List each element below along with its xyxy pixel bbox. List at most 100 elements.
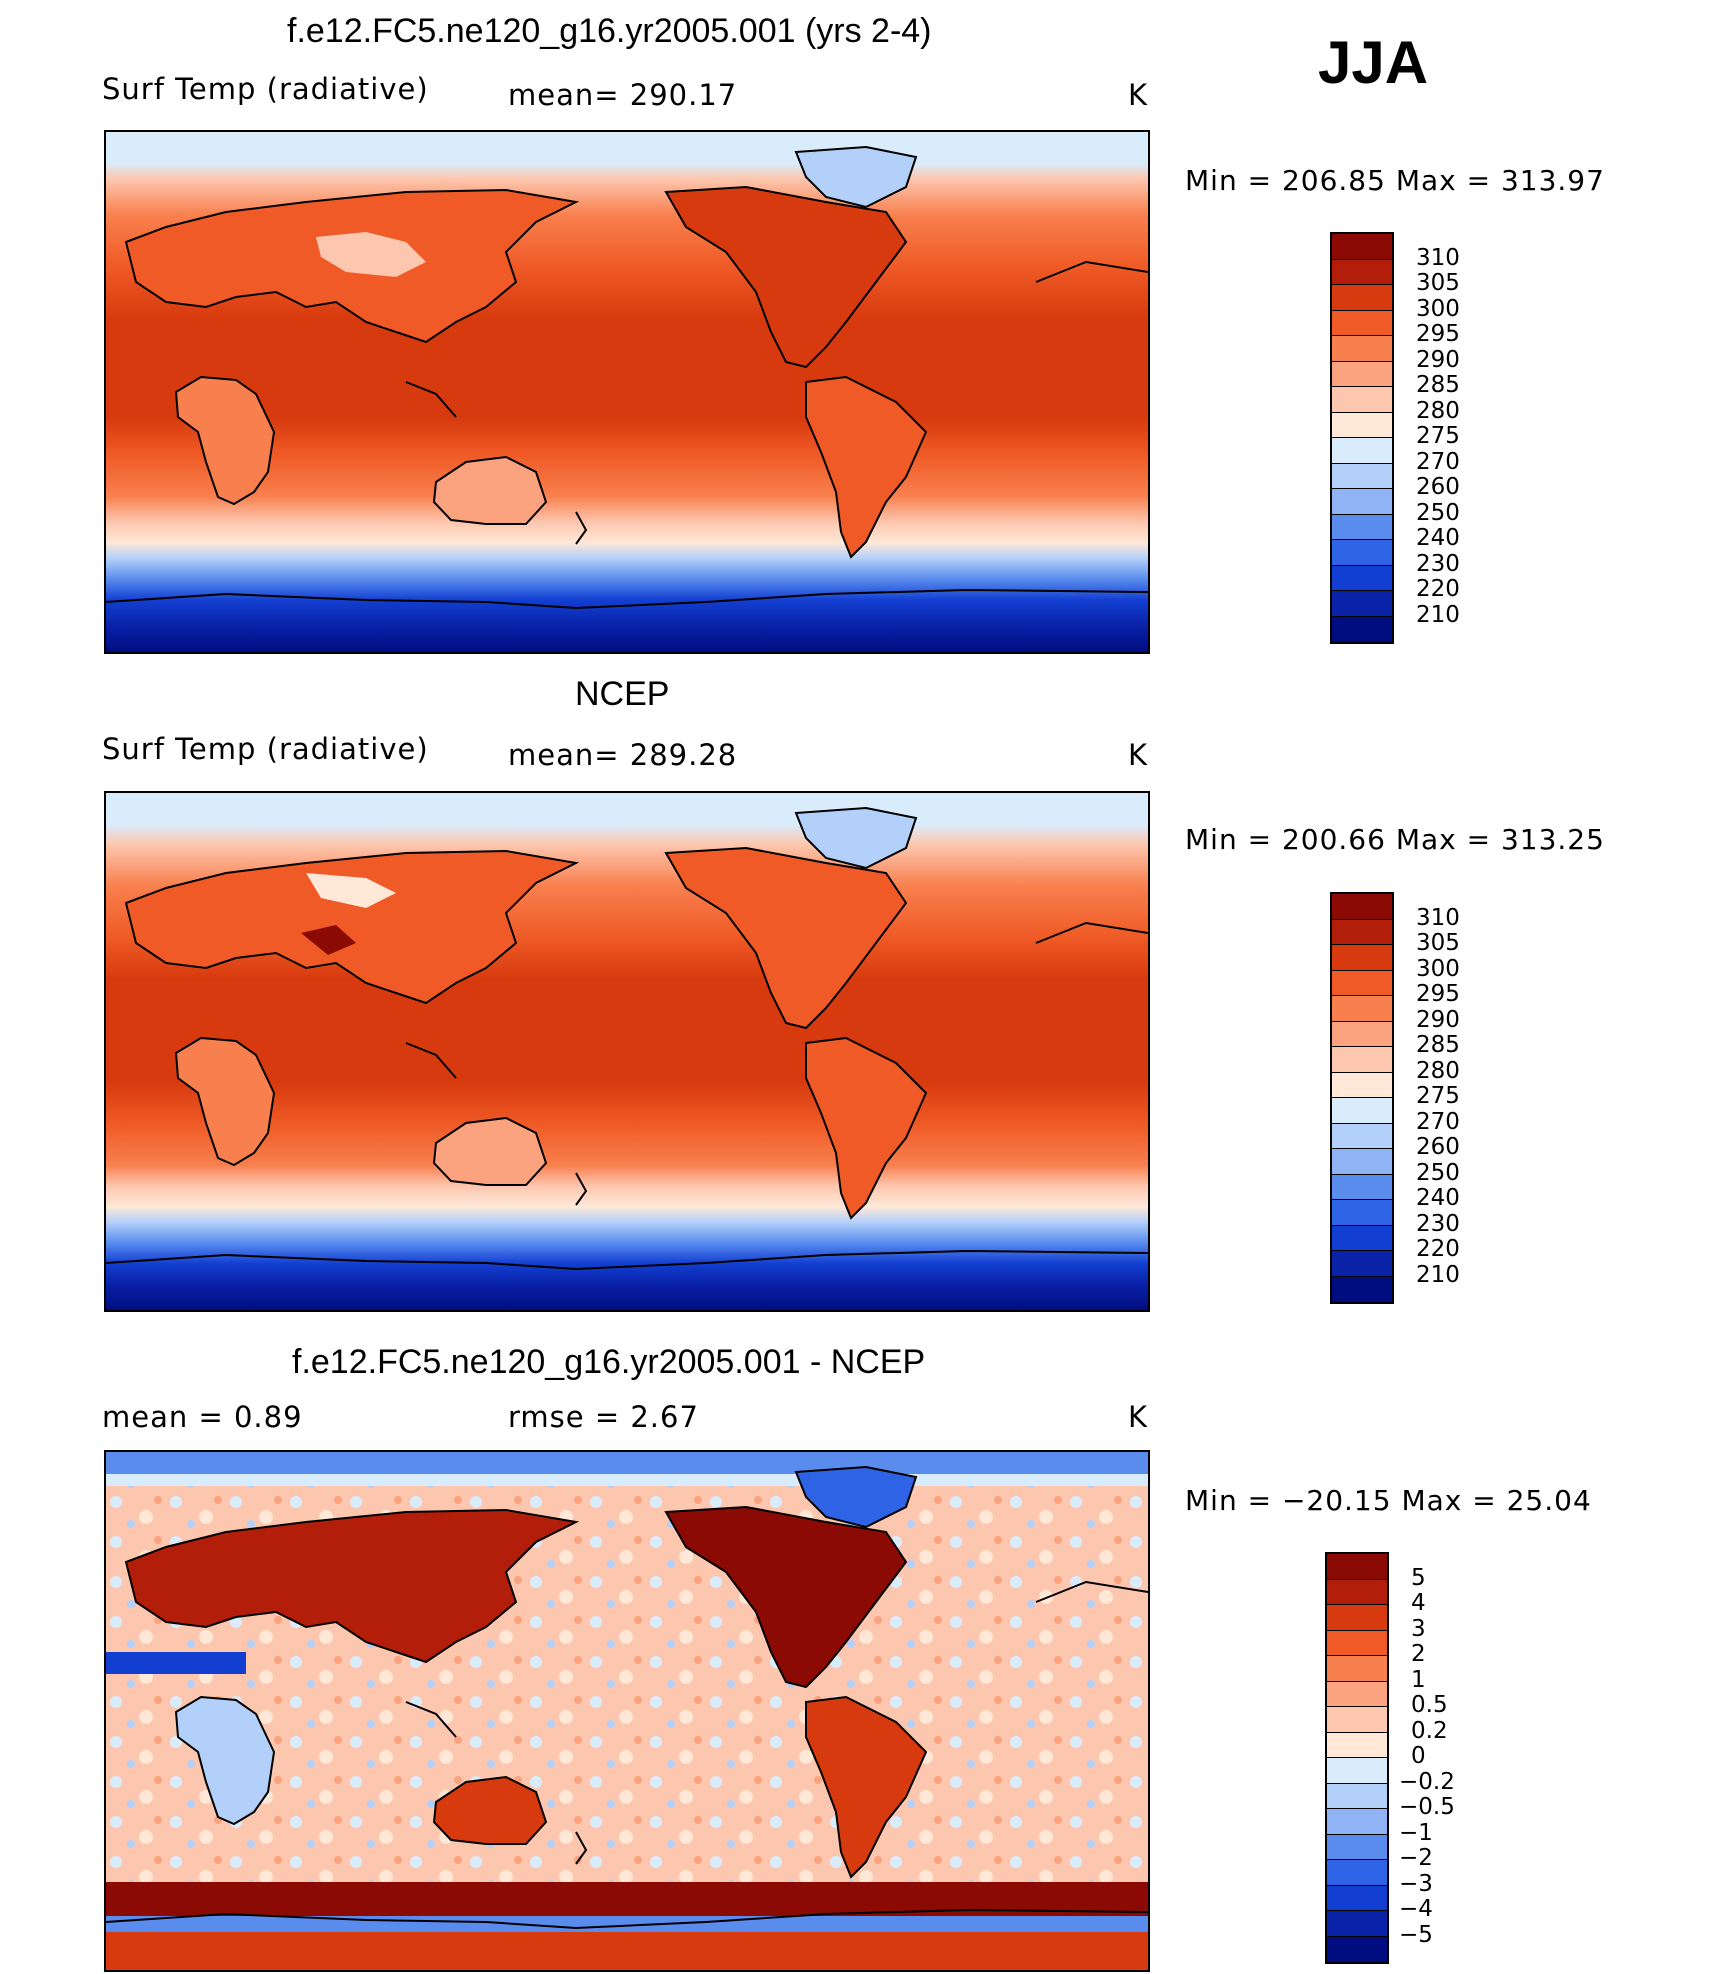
colorbar-tick-label: 290 <box>1416 346 1460 373</box>
season-label: JJA <box>1318 29 1429 96</box>
colorbar-swatch <box>1332 1072 1392 1098</box>
panel-3-coastlines <box>106 1465 1148 1930</box>
panel-3-rmse-label: rmse = 2.67 <box>508 1400 699 1434</box>
colorbar-swatch <box>1332 1200 1392 1226</box>
colorbar-tick-label: −5 <box>1399 1921 1433 1948</box>
colorbar-swatch <box>1332 1174 1392 1200</box>
panel-2-title: NCEP <box>575 675 670 713</box>
colorbar-tick-label: −0.5 <box>1399 1794 1455 1820</box>
colorbar-tick-label: 250 <box>1416 1159 1460 1186</box>
panel-1-mean-label: mean= 290.17 <box>508 78 738 112</box>
colorbar-swatch <box>1332 591 1392 617</box>
colorbar-tick-label: 300 <box>1416 955 1460 982</box>
colorbar-tick-label: 210 <box>1416 601 1460 628</box>
panel-2-coastlines <box>106 806 1148 1271</box>
colorbar-tick-label: 300 <box>1416 295 1460 322</box>
colorbar-swatch <box>1332 1047 1392 1073</box>
colorbar-swatch <box>1332 259 1392 285</box>
colorbar-swatch <box>1327 1554 1387 1580</box>
colorbar-tick-label: 310 <box>1416 904 1460 931</box>
colorbar-swatch <box>1327 1707 1387 1733</box>
colorbar-swatch <box>1332 438 1392 464</box>
colorbar-swatch <box>1332 489 1392 515</box>
colorbar-tick-label: 240 <box>1416 525 1460 551</box>
colorbar-tick-label: 305 <box>1416 270 1460 296</box>
colorbar-swatch <box>1332 1123 1392 1149</box>
colorbar-tick-label: −0.2 <box>1399 1768 1455 1795</box>
panel-2-mean-label: mean= 289.28 <box>508 738 738 772</box>
colorbar-tick-label: 5 <box>1411 1564 1426 1591</box>
panel-2-units: K <box>1128 738 1149 772</box>
colorbar-tick-label: 275 <box>1416 1083 1460 1109</box>
colorbar-swatch <box>1332 1021 1392 1047</box>
colorbar-tick-label: 210 <box>1416 1261 1460 1288</box>
colorbar-swatch <box>1327 1758 1387 1784</box>
colorbar-swatch <box>1332 1251 1392 1277</box>
colorbar-tick-label: 260 <box>1416 1134 1460 1160</box>
colorbar-swatch <box>1332 310 1392 336</box>
colorbar-swatch <box>1332 387 1392 413</box>
colorbar-tick-label: −3 <box>1399 1870 1433 1897</box>
colorbar-swatch <box>1332 412 1392 438</box>
colorbar-swatch <box>1332 1149 1392 1175</box>
colorbar-swatch <box>1327 1809 1387 1835</box>
colorbar-swatch <box>1332 336 1392 362</box>
colorbar-swatch <box>1332 463 1392 489</box>
colorbar-swatch <box>1327 1783 1387 1809</box>
colorbar-swatch <box>1332 514 1392 540</box>
colorbar-swatch <box>1332 1276 1392 1302</box>
colorbar-swatch <box>1332 285 1392 311</box>
panel-3-title: f.e12.FC5.ne120_g16.yr2005.001 - NCEP <box>292 1343 926 1381</box>
colorbar-swatch <box>1327 1605 1387 1631</box>
colorbar-swatch <box>1327 1936 1387 1962</box>
colorbar-tick-label: 270 <box>1416 448 1460 475</box>
panel-1-coastlines <box>106 145 1148 610</box>
colorbar-swatch <box>1332 894 1392 920</box>
panel-2-variable-label: Surf Temp (radiative) <box>102 732 429 766</box>
colorbar-tick-label: 285 <box>1416 1032 1460 1058</box>
colorbar-tick-label: 280 <box>1416 1057 1460 1084</box>
colorbar-swatch <box>1332 540 1392 566</box>
panel-1-variable-label: Surf Temp (radiative) <box>102 72 429 106</box>
colorbar-tick-label: 290 <box>1416 1006 1460 1033</box>
colorbar-tick-label: −4 <box>1399 1896 1433 1922</box>
colorbar-swatch <box>1332 919 1392 945</box>
colorbar-swatch <box>1327 1732 1387 1758</box>
colorbar-tick-label: 220 <box>1416 1236 1460 1262</box>
colorbar-swatch <box>1327 1630 1387 1656</box>
colorbar-swatch <box>1327 1579 1387 1605</box>
colorbar-tick-label: 1 <box>1411 1666 1426 1693</box>
panel-1-model-map <box>104 130 1150 654</box>
colorbar-swatch <box>1327 1834 1387 1860</box>
colorbar-tick-label: 295 <box>1416 321 1460 347</box>
colorbar-swatch <box>1332 565 1392 591</box>
panel-1-colorbar <box>1330 232 1394 644</box>
colorbar-tick-label: −1 <box>1399 1819 1433 1846</box>
colorbar-tick-label: 240 <box>1416 1185 1460 1211</box>
colorbar-swatch <box>1332 616 1392 642</box>
colorbar-tick-label: 275 <box>1416 423 1460 449</box>
panel-2-observed-map <box>104 791 1150 1312</box>
colorbar-tick-label: 0.5 <box>1411 1692 1448 1718</box>
panel-2-colorbar <box>1330 892 1394 1304</box>
colorbar-swatch <box>1327 1656 1387 1682</box>
panel-3-minmax: Min = −20.15 Max = 25.04 <box>1185 1484 1592 1517</box>
colorbar-swatch <box>1332 996 1392 1022</box>
colorbar-tick-label: 295 <box>1416 981 1460 1007</box>
colorbar-tick-label: 230 <box>1416 550 1460 577</box>
colorbar-swatch <box>1332 970 1392 996</box>
colorbar-tick-label: 3 <box>1411 1615 1426 1642</box>
panel-3-colorbar-labels: 5 4 3 2 1 0.5 0.2 0 −0.2 −0.5 −1 −2 −3 −4 −5 <box>1399 1552 1493 1960</box>
panel-3-units: K <box>1128 1400 1149 1434</box>
colorbar-swatch <box>1327 1911 1387 1937</box>
colorbar-tick-label: 0.2 <box>1411 1717 1448 1744</box>
colorbar-swatch <box>1332 234 1392 260</box>
panel-1-colorbar-labels: 310 305 300 295 290 285 280 275 270 260 250 240 230 2… <box>1408 232 1488 640</box>
panel-3-colorbar <box>1325 1552 1389 1964</box>
colorbar-swatch <box>1332 945 1392 971</box>
colorbar-tick-label: 220 <box>1416 576 1460 602</box>
panel-2-colorbar-labels: 310 305 300 295 290 285 280 275 270 260 250 240 230 2… <box>1408 892 1488 1300</box>
colorbar-tick-label: 285 <box>1416 372 1460 398</box>
panel-2-minmax: Min = 200.66 Max = 313.25 <box>1185 823 1605 856</box>
colorbar-tick-label: 260 <box>1416 474 1460 500</box>
